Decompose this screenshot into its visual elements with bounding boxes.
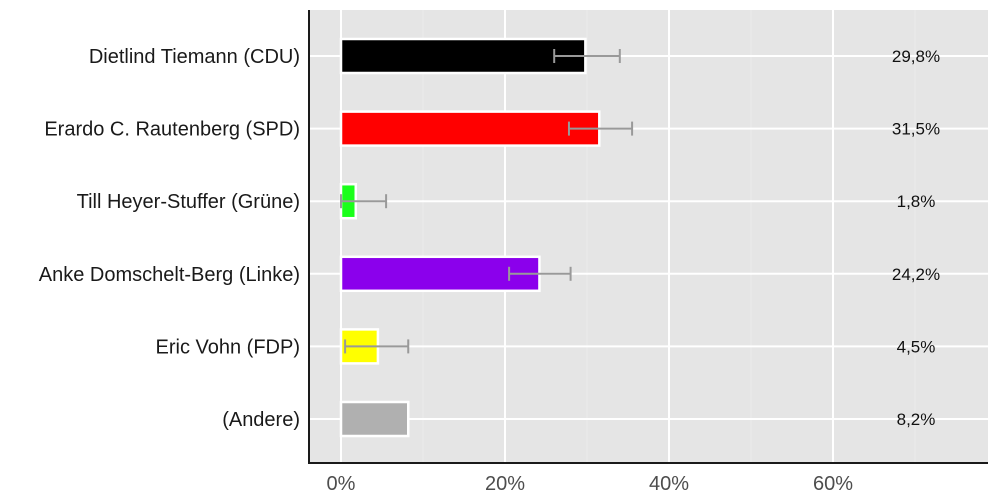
value-label: 4,5% [897,337,936,356]
category-label: Erardo C. Rautenberg (SPD) [44,119,300,141]
value-label: 31,5% [892,120,940,139]
x-tick-label: 0% [327,473,356,495]
error-bar-0 [553,49,621,63]
plot-panel [309,10,988,463]
value-label: 24,2% [892,265,940,284]
error-bar-1 [567,121,634,136]
bar-3 [339,255,541,293]
category-label: Dietlind Tiemann (CDU) [89,46,300,68]
error-bar-3 [508,266,572,281]
error-bars [340,49,634,354]
panel-background [309,10,988,463]
axes [308,10,988,464]
bar-5 [339,400,410,438]
category-label: (Andere) [222,409,300,431]
error-bar-2 [340,194,388,209]
bar-1 [339,110,601,147]
category-label: Till Heyer-Stuffer (Grüne) [77,191,300,213]
x-tick-label: 20% [485,473,525,495]
value-label: 8,2% [897,410,936,429]
category-labels: Dietlind Tiemann (CDU) Erardo C. Rautenbe… [39,46,300,431]
value-labels: 29,8% 31,5% 1,8% 24,2% 4,5% 8,2% [892,47,940,429]
value-label: 29,8% [892,47,940,66]
value-label: 1,8% [897,192,936,211]
category-label: Anke Domschelt-Berg (Linke) [39,264,300,286]
error-bar-4 [344,339,410,354]
x-tick-labels: 0% 20% 40% 60% [327,473,854,495]
x-tick-label: 60% [813,473,853,495]
bar-0 [339,37,587,75]
x-tick-label: 40% [649,473,689,495]
category-label: Eric Vohn (FDP) [156,336,300,358]
